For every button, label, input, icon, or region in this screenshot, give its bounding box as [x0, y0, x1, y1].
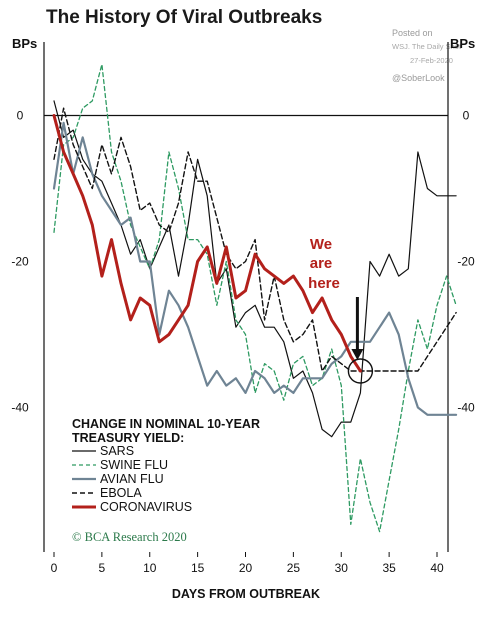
series-line-coronavirus	[52, 114, 362, 373]
watermark-posted: Posted on	[392, 28, 433, 38]
annotation-line-1: We	[310, 236, 332, 253]
watermark-handle: @SoberLook	[392, 73, 445, 83]
x-tick-label: 40	[430, 561, 444, 575]
legend: CHANGE IN NOMINAL 10-YEAR TREASURY YIELD…	[66, 412, 292, 552]
legend-label-coronavirus: CORONAVIRUS	[100, 500, 192, 514]
y-axis-unit-left: BPs	[12, 36, 37, 51]
legend-label-sars: SARS	[100, 444, 134, 458]
x-tick-label: 20	[239, 561, 253, 575]
legend-label-swine-flu: SWINE FLU	[100, 458, 168, 472]
series-line-ebola	[53, 107, 457, 372]
legend-heading-1: CHANGE IN NOMINAL 10-YEAR	[72, 417, 260, 431]
legend-background	[66, 412, 292, 552]
y-tick-label-right: 0	[463, 109, 470, 123]
y-tick-label-left: 0	[17, 109, 24, 123]
annotation-line-3: here	[308, 275, 340, 292]
x-ticks: 0 5 10 15 20 25 30 35 40	[51, 552, 444, 575]
x-tick-label: 0	[51, 561, 58, 575]
y-tick-label-left: -40	[11, 401, 29, 415]
watermark: Posted on WSJ. The Daily Shot 27-Feb-202…	[392, 28, 462, 83]
x-tick-label: 35	[382, 561, 396, 575]
x-tick-label: 15	[191, 561, 205, 575]
y-axis-unit-right: BPs	[450, 36, 475, 51]
annotation-circle	[347, 358, 374, 384]
annotation-arrowhead	[351, 349, 364, 360]
chart-title: The History Of Viral Outbreaks	[46, 7, 322, 28]
credit: © BCA Research 2020	[72, 530, 187, 544]
x-axis-label: DAYS FROM OUTBREAK	[172, 587, 320, 601]
series-line-avian-flu	[52, 121, 458, 416]
legend-label-avian-flu: AVIAN FLU	[100, 472, 164, 486]
x-tick-label: 5	[99, 561, 106, 575]
y-tick-label-left: -20	[11, 255, 29, 269]
legend-label-ebola: EBOLA	[100, 486, 142, 500]
series-line-swine-flu	[53, 63, 457, 533]
watermark-source: WSJ. The Daily Shot	[392, 42, 462, 51]
legend-heading-2: TREASURY YIELD:	[72, 431, 184, 445]
annotation: We are here	[308, 236, 374, 384]
y-tick-label-right: -20	[457, 255, 475, 269]
x-tick-label: 30	[335, 561, 349, 575]
series-layer	[52, 63, 458, 533]
x-tick-label: 25	[287, 561, 301, 575]
annotation-line-2: are	[310, 255, 333, 272]
y-ticks: 0 0 -20 -20 -40 -40	[11, 109, 475, 415]
watermark-date: 27-Feb-2020	[410, 56, 453, 65]
x-tick-label: 10	[143, 561, 157, 575]
series-line-sars	[53, 100, 457, 438]
y-tick-label-right: -40	[457, 401, 475, 415]
